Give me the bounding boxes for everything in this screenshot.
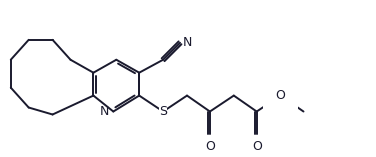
- Text: N: N: [183, 36, 193, 49]
- Text: O: O: [205, 140, 215, 153]
- Text: N: N: [100, 105, 109, 118]
- Text: O: O: [252, 140, 262, 153]
- Text: O: O: [276, 89, 285, 102]
- Text: S: S: [159, 105, 167, 118]
